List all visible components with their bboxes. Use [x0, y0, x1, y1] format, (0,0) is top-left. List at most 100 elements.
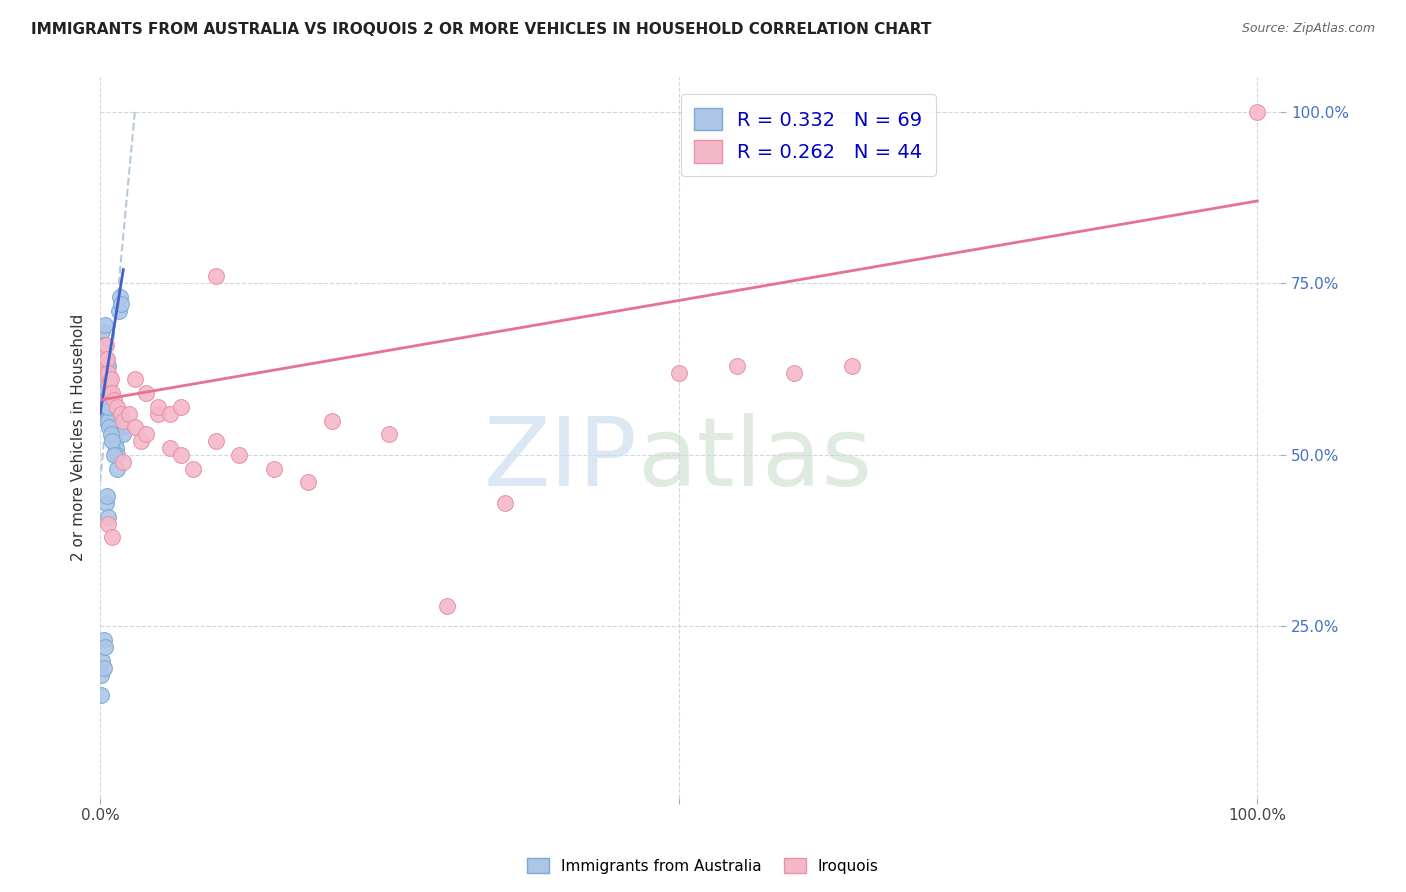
Point: [205, 434, 228, 449]
Point: [146, 400, 169, 414]
Point: [94, 366, 117, 380]
Point: [97, 359, 120, 373]
Point: [124, 420, 146, 434]
Point: [96, 414, 118, 428]
Point: [107, 303, 129, 318]
Point: [205, 269, 228, 284]
Point: [90, 366, 112, 380]
Text: atlas: atlas: [637, 413, 872, 506]
Point: [90, 366, 112, 380]
Point: [93, 351, 115, 366]
Point: [91, 345, 114, 359]
Point: [297, 475, 319, 490]
Point: [93, 661, 115, 675]
Point: [93, 372, 115, 386]
Point: [159, 407, 181, 421]
Point: [97, 400, 120, 414]
Point: [107, 400, 129, 414]
Point: [100, 372, 122, 386]
Point: [108, 290, 131, 304]
Y-axis label: 2 or more Vehicles in Household: 2 or more Vehicles in Household: [72, 314, 86, 561]
Point: [93, 633, 115, 648]
Point: [321, 414, 343, 428]
Point: [96, 351, 118, 366]
Point: [378, 427, 401, 442]
Point: [94, 407, 117, 421]
Point: [112, 414, 135, 428]
Point: [110, 407, 132, 421]
Point: [94, 392, 117, 407]
Point: [96, 359, 118, 373]
Point: [112, 455, 135, 469]
Point: [98, 372, 121, 386]
Point: [111, 420, 134, 434]
Point: [100, 400, 122, 414]
Point: [228, 448, 250, 462]
Point: [94, 338, 117, 352]
Point: [97, 366, 120, 380]
Point: [100, 427, 122, 442]
Point: [94, 351, 117, 366]
Point: [90, 688, 112, 702]
Point: [94, 366, 117, 380]
Point: [90, 379, 112, 393]
Point: [98, 420, 121, 434]
Point: [97, 372, 120, 386]
Point: [91, 392, 114, 407]
Point: [93, 400, 115, 414]
Point: [98, 386, 121, 401]
Point: [93, 386, 115, 401]
Legend: Immigrants from Australia, Iroquois: Immigrants from Australia, Iroquois: [522, 852, 884, 880]
Point: [91, 654, 114, 668]
Point: [135, 386, 157, 401]
Point: [100, 392, 122, 407]
Point: [94, 379, 117, 393]
Point: [100, 530, 122, 544]
Point: [107, 461, 129, 475]
Point: [91, 338, 114, 352]
Point: [90, 400, 112, 414]
Text: Source: ZipAtlas.com: Source: ZipAtlas.com: [1241, 22, 1375, 36]
Point: [110, 297, 132, 311]
Point: [112, 427, 135, 442]
Point: [93, 359, 115, 373]
Point: [263, 461, 285, 475]
Point: [94, 359, 117, 373]
Point: [101, 420, 124, 434]
Point: [104, 434, 127, 449]
Point: [725, 359, 748, 373]
Point: [94, 640, 117, 654]
Point: [96, 372, 118, 386]
Point: [94, 407, 117, 421]
Point: [170, 448, 193, 462]
Point: [90, 351, 112, 366]
Point: [94, 318, 117, 332]
Point: [97, 386, 120, 401]
Point: [436, 599, 458, 613]
Point: [783, 366, 806, 380]
Point: [93, 338, 115, 352]
Point: [100, 386, 122, 401]
Point: [494, 496, 516, 510]
Point: [107, 448, 129, 462]
Legend: R = 0.332   N = 69, R = 0.262   N = 44: R = 0.332 N = 69, R = 0.262 N = 44: [681, 95, 936, 177]
Point: [94, 496, 117, 510]
Point: [91, 324, 114, 338]
Point: [146, 407, 169, 421]
Point: [98, 400, 121, 414]
Point: [101, 407, 124, 421]
Point: [129, 434, 152, 449]
Point: [668, 366, 690, 380]
Point: [135, 427, 157, 442]
Point: [100, 407, 122, 421]
Point: [94, 338, 117, 352]
Point: [1246, 104, 1268, 119]
Point: [103, 392, 125, 407]
Point: [841, 359, 863, 373]
Point: [105, 441, 128, 455]
Point: [124, 372, 146, 386]
Point: [91, 379, 114, 393]
Point: [103, 420, 125, 434]
Point: [118, 407, 141, 421]
Point: [100, 434, 122, 449]
